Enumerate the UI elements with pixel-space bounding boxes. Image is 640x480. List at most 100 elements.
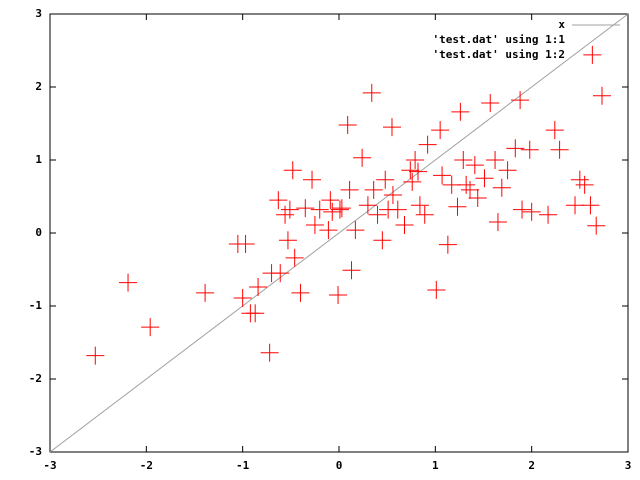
- point: [303, 170, 322, 189]
- point: [468, 188, 487, 207]
- point: [406, 151, 425, 169]
- legend-label: 'test.dat' using 1:2: [433, 48, 565, 61]
- point: [481, 94, 500, 113]
- point: [513, 200, 532, 219]
- point: [276, 205, 295, 224]
- point: [141, 318, 160, 337]
- point: [321, 191, 340, 210]
- point: [246, 304, 265, 323]
- point: [587, 216, 606, 235]
- point: [575, 175, 594, 194]
- y-tick-label: 0: [35, 226, 42, 239]
- point: [403, 172, 422, 191]
- point: [438, 235, 457, 254]
- point: [382, 118, 401, 137]
- y-tick-label: 1: [35, 153, 42, 166]
- point: [448, 197, 467, 216]
- point: [271, 264, 290, 283]
- point: [566, 196, 585, 215]
- point: [353, 148, 372, 167]
- point: [433, 166, 452, 185]
- x-tick-label: 2: [528, 459, 535, 472]
- point: [475, 169, 494, 188]
- point: [364, 180, 383, 199]
- point: [358, 196, 377, 215]
- point: [291, 283, 310, 302]
- point: [486, 151, 505, 169]
- point: [196, 283, 215, 302]
- point: [451, 102, 470, 121]
- point: [278, 231, 297, 250]
- point: [376, 170, 395, 189]
- point: [283, 161, 302, 180]
- x-tick-label: -3: [43, 459, 56, 472]
- point: [373, 231, 392, 250]
- point: [280, 200, 299, 219]
- y-tick-label: -1: [29, 299, 43, 312]
- point: [310, 200, 329, 219]
- legend-label: 'test.dat' using 1:1: [433, 33, 566, 46]
- point: [260, 343, 279, 362]
- y-tick-label: -3: [29, 445, 42, 458]
- point: [592, 86, 611, 105]
- point: [454, 151, 473, 169]
- point: [408, 162, 427, 181]
- point: [583, 45, 602, 64]
- y-tick-label: -2: [29, 372, 42, 385]
- point: [506, 139, 525, 158]
- point: [236, 234, 255, 253]
- point: [319, 221, 338, 240]
- point: [461, 180, 480, 199]
- point: [269, 191, 288, 210]
- point: [323, 202, 342, 221]
- point: [346, 221, 365, 240]
- point: [329, 286, 348, 305]
- point: [388, 200, 407, 219]
- point: [86, 346, 105, 365]
- point: [401, 161, 420, 180]
- point: [522, 202, 541, 221]
- point: [418, 135, 437, 154]
- point: [296, 199, 315, 218]
- point: [285, 248, 304, 267]
- point: [410, 196, 429, 215]
- point: [362, 83, 381, 102]
- point: [330, 200, 349, 219]
- x-tick-label: 3: [625, 459, 632, 472]
- point: [332, 199, 351, 218]
- point: [340, 180, 359, 199]
- point: [520, 140, 539, 159]
- point: [539, 205, 558, 224]
- x-tick-label: -2: [140, 459, 153, 472]
- point: [465, 156, 484, 175]
- point: [488, 213, 507, 232]
- point: [383, 186, 402, 205]
- x-tick-label: 1: [432, 459, 439, 472]
- point: [249, 278, 268, 297]
- point: [415, 205, 434, 224]
- point: [395, 215, 414, 234]
- point: [431, 121, 450, 140]
- y-tick-label: 3: [35, 7, 42, 20]
- point: [368, 205, 387, 224]
- point: [338, 115, 357, 134]
- point: [233, 288, 252, 307]
- point: [305, 215, 324, 234]
- point: [457, 175, 476, 194]
- point: [550, 140, 569, 159]
- legend-label: x: [558, 18, 565, 31]
- point: [427, 280, 446, 299]
- point: [545, 121, 564, 140]
- point: [492, 178, 511, 197]
- point: [119, 273, 138, 292]
- y-tick-label: 2: [35, 80, 42, 93]
- point: [511, 91, 530, 110]
- point: [342, 261, 361, 280]
- point: [498, 161, 517, 180]
- x-tick-label: 0: [336, 459, 343, 472]
- point: [570, 170, 589, 189]
- point: [581, 196, 600, 215]
- x-tick-label: -1: [236, 459, 250, 472]
